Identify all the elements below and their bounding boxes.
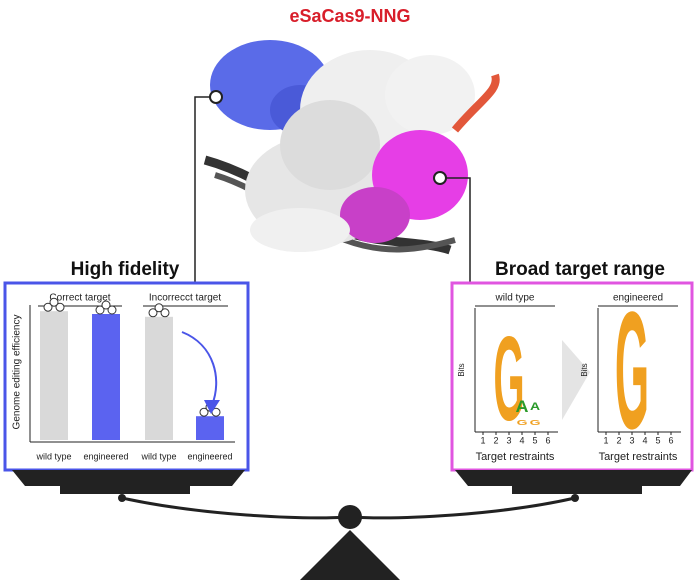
- replicate-dot: [154, 303, 164, 313]
- replicate-dot: [107, 305, 117, 315]
- x-tick-label: 3: [629, 435, 634, 445]
- left-title: High fidelity: [71, 259, 180, 280]
- title: eSaCas9-NNG: [289, 6, 410, 26]
- group-label: Correct target: [49, 293, 110, 304]
- x-tick-label: 6: [668, 435, 673, 445]
- category-label: wild type: [35, 451, 71, 461]
- replicate-dot: [101, 300, 111, 310]
- x-tick-label: 2: [616, 435, 621, 445]
- logo-letter: G: [493, 311, 524, 445]
- right-title: Broad target range: [495, 259, 665, 280]
- arrow: [181, 331, 218, 406]
- x-tick-label: 5: [655, 435, 660, 445]
- logo-title: engineered: [613, 293, 663, 304]
- x-tick-label: 6: [545, 435, 550, 445]
- logo-letter: A: [530, 400, 540, 412]
- y-label: Genome editing efficiency: [12, 315, 23, 430]
- replicate-dot: [95, 305, 105, 315]
- transition-arrow: [562, 340, 590, 420]
- x-tick-label: 4: [519, 435, 524, 445]
- x-tick-label: 2: [493, 435, 498, 445]
- replicate-dot: [43, 302, 53, 312]
- balance: [12, 470, 692, 580]
- x-tick-label: 5: [532, 435, 537, 445]
- replicate-dot: [49, 297, 59, 307]
- x-label: Target restraints: [599, 451, 678, 463]
- replicate-dot: [148, 308, 158, 318]
- logo-letter: G: [530, 419, 541, 427]
- logo-title: wild type: [495, 293, 535, 304]
- category-label: engineered: [83, 451, 128, 461]
- bar: [196, 416, 224, 440]
- category-label: engineered: [187, 451, 232, 461]
- bars: wild type engineered wild type engineered: [35, 297, 233, 461]
- logo-letter: A: [516, 398, 529, 416]
- x-label: Target restraints: [476, 451, 555, 463]
- arrow-head: [204, 400, 220, 414]
- replicate-dot: [160, 308, 170, 318]
- bar: [145, 316, 173, 440]
- group-label: Incorrecct target: [149, 293, 221, 304]
- replicate-dot: [55, 302, 65, 312]
- bar: [40, 311, 68, 440]
- bar: [92, 314, 120, 440]
- x-tick-label: 4: [642, 435, 647, 445]
- category-label: wild type: [140, 451, 176, 461]
- x-tick-label: 1: [480, 435, 485, 445]
- connectors: [194, 90, 471, 283]
- x-tick-label: 1: [603, 435, 608, 445]
- protein-structure: [203, 40, 500, 255]
- logo-letter: G: [517, 419, 528, 427]
- y-label: Bits: [580, 363, 589, 376]
- x-tick-label: 3: [506, 435, 511, 445]
- logo-letter: G: [615, 276, 649, 463]
- y-label: Bits: [457, 363, 466, 376]
- replicate-dot: [199, 407, 209, 417]
